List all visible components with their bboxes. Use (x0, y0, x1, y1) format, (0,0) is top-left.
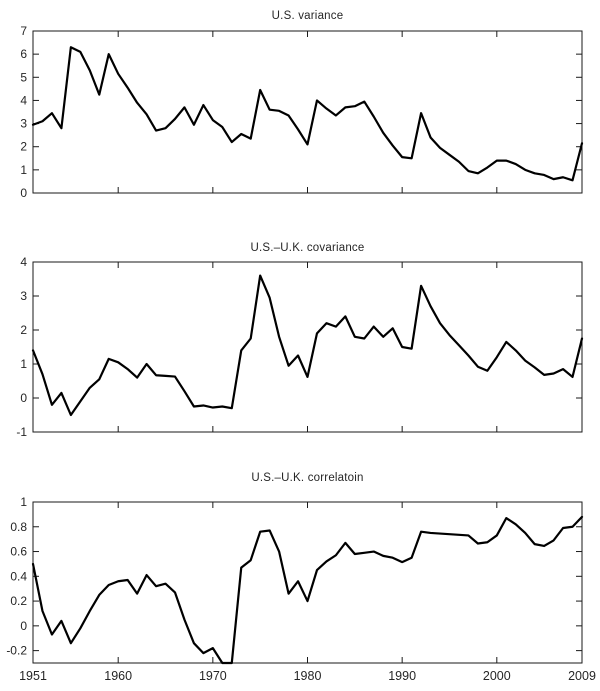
y-tick-label: 0 (20, 619, 27, 633)
x-tick-label: 1980 (294, 669, 322, 683)
y-tick-label: 0 (20, 186, 27, 200)
us-uk-covariance-title: U.S.–U.K. covariance (250, 242, 365, 254)
y-tick-label: 5 (20, 70, 27, 84)
y-tick-label: 3 (20, 117, 27, 131)
panel-us-uk-correlation: U.S.–U.K. correlatoin -0.2 0 0.2 0.4 0.6 0.8 1… (0, 460, 600, 691)
x-tick-label: 1951 (19, 669, 47, 683)
y-tick-label: 1 (20, 357, 27, 371)
y-tick-label: 7 (20, 24, 27, 38)
x-tick-label: 1990 (388, 669, 416, 683)
x-tick-label: 2000 (483, 669, 511, 683)
us-variance-title: U.S. variance (271, 10, 344, 22)
us-uk-correlation-title: U.S.–U.K. correlatoin (251, 472, 364, 484)
us-variance-plot: 0 1 2 3 4 5 6 7 (20, 24, 584, 200)
y-tick-label: 3 (20, 289, 27, 303)
series-line-2 (31, 515, 584, 665)
y-tick-label: 2 (20, 140, 27, 154)
y-tick-label: -0.2 (6, 644, 27, 658)
y-tick-label: 1 (20, 163, 27, 177)
y-tick-label: -1 (16, 425, 27, 439)
x-tick-label: 1960 (104, 669, 132, 683)
series-line-0 (31, 46, 584, 182)
y-tick-label: 0.8 (10, 520, 27, 534)
series-line-1 (31, 274, 584, 417)
panel-us-uk-covariance: U.S.–U.K. covariance -1 0 1 2 3 4 (0, 230, 600, 460)
y-tick-label: 0.6 (10, 545, 27, 559)
y-tick-label: 0.4 (10, 569, 27, 583)
y-tick-label: 4 (20, 255, 27, 269)
panel-us-variance: U.S. variance 0 1 2 3 4 5 6 7 (0, 0, 600, 230)
y-tick-label: 1 (20, 495, 27, 509)
y-tick-label: 6 (20, 47, 27, 61)
axis-box (32, 261, 583, 433)
y-tick-label: 0.2 (10, 594, 27, 608)
y-tick-label: 2 (20, 323, 27, 337)
x-tick-label: 1970 (199, 669, 227, 683)
y-tick-label: 4 (20, 93, 27, 107)
us-uk-covariance-plot: -1 0 1 2 3 4 (16, 255, 584, 439)
x-tick-label: 2009 (568, 669, 596, 683)
us-uk-correlation-plot: -0.2 0 0.2 0.4 0.6 0.8 1 1951 1960 1970 1980 1990 20… (6, 495, 596, 683)
axis-box (32, 30, 583, 194)
y-tick-label: 0 (20, 391, 27, 405)
